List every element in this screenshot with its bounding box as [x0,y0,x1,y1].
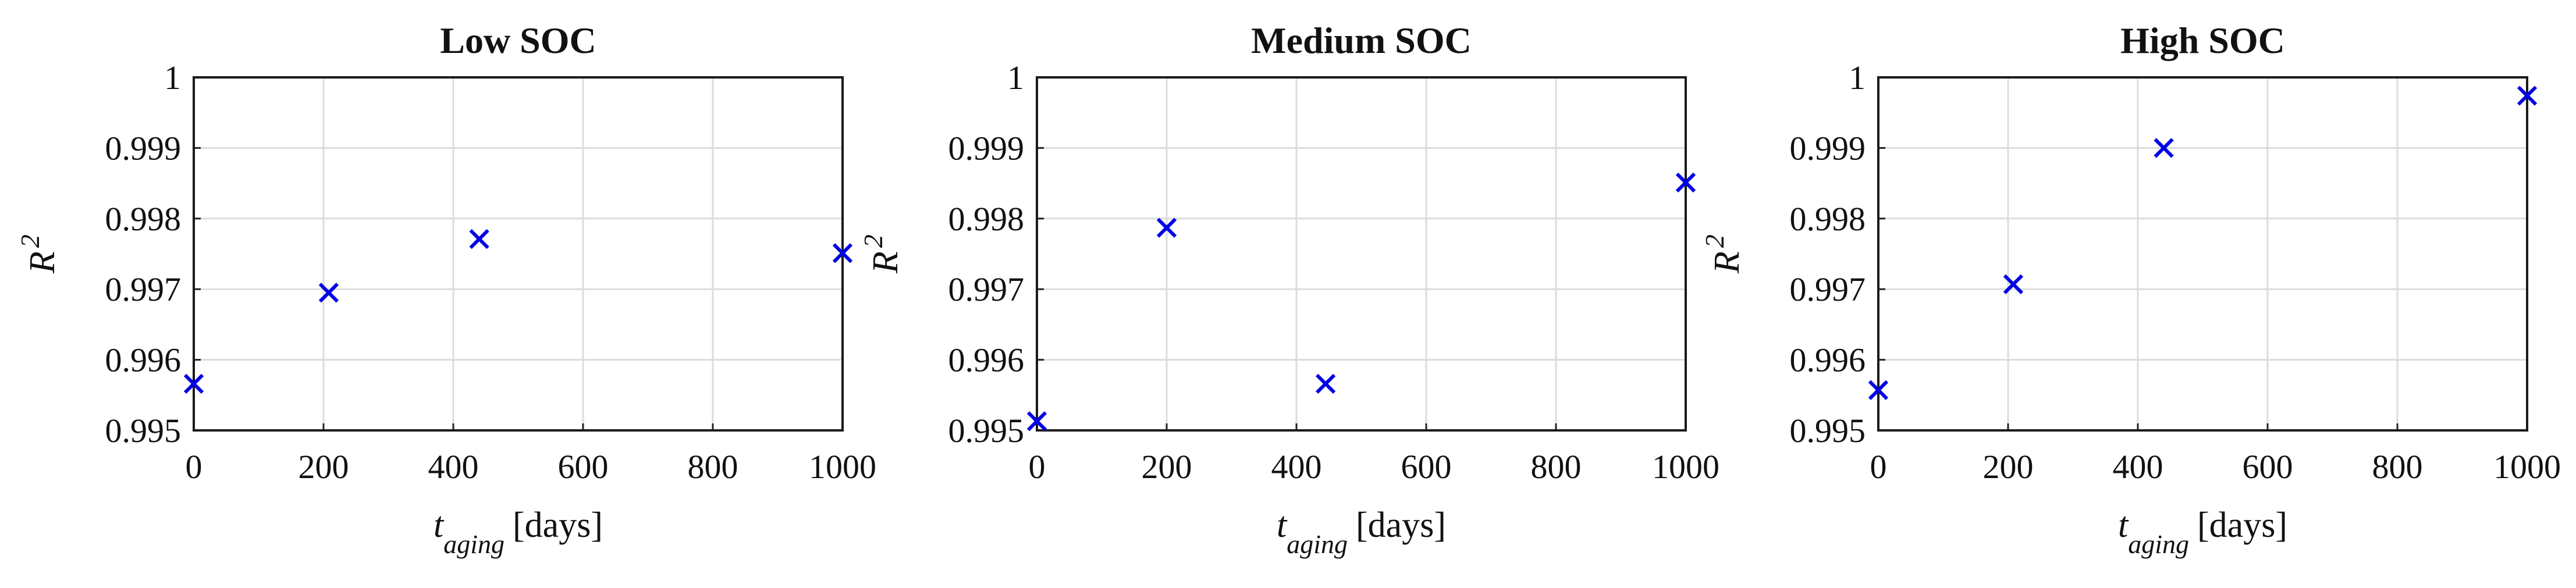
y-tick-label: 1 [164,59,181,97]
data-point [832,243,853,263]
chart-panel-2: 0 200 400 600 800 1000 0.995 0.996 0.997 0.998 0.9… [858,20,1719,559]
x-tick-label: 0 [1870,448,1887,486]
x-axis-label: taging [days] [434,505,603,559]
x-tick-label: 1000 [1652,448,1719,486]
x-axis-label: taging [days] [2118,505,2287,559]
data-point-stroke [2003,274,2024,294]
axes-box [1036,76,1687,432]
data-point-stroke [2517,85,2538,106]
y-tick-label: 0.997 [1790,270,1866,308]
x-tick-label: 400 [1271,448,1322,486]
data-point-stroke [1156,218,1177,238]
y-axis-superscript: 2 [1700,234,1729,248]
data-point [2517,85,2538,106]
x-axis-subscript: aging [2128,529,2189,559]
chart-panel-1: 0 200 400 600 800 1000 0.995 0.996 0.997 0.998 0.9… [15,20,876,559]
y-tick-label: 0.995 [1790,412,1866,450]
x-axis-subscript: aging [1287,529,1348,559]
y-axis-label: R2 [1700,234,1747,274]
y-tick-label: 0.997 [105,270,182,308]
x-axis-symbol: t [1277,505,1288,545]
y-tick-label: 0.998 [948,200,1025,238]
data-point-stroke [2154,138,2174,158]
data-point-stroke [1316,373,1336,394]
chart-panel-3: 0 200 400 600 800 1000 0.995 0.996 0.997 0.998 0.9… [1700,20,2561,559]
y-tick-label: 0.995 [948,412,1025,450]
y-tick-label: 0.996 [1790,341,1866,379]
data-point [183,373,204,394]
y-tick-label: 0.997 [948,270,1025,308]
data-point [1675,172,1696,193]
data-point [2154,138,2174,158]
x-tick-label: 800 [688,448,738,486]
x-axis-unit: [days] [2197,505,2287,545]
x-tick-label: 0 [186,448,202,486]
y-tick-label: 0.998 [105,200,182,238]
y-tick-label: 0.999 [948,129,1025,167]
data-point-stroke [1026,411,1047,432]
y-tick-label: 1 [1007,59,1024,97]
x-axis-subscript: aging [443,529,504,559]
data-point-stroke [183,373,204,394]
data-point-stroke [1868,380,1889,400]
data-point [1156,218,1177,238]
data-point [1868,380,1889,400]
x-tick-label: 0 [1029,448,1046,486]
data-point [469,229,489,250]
data-point-stroke [318,283,339,303]
x-tick-label: 400 [2113,448,2163,486]
x-tick-label: 600 [1401,448,1452,486]
y-axis-label: R2 [858,234,905,274]
y-tick-label: 0.995 [105,412,182,450]
x-tick-label: 800 [1531,448,1582,486]
plot-area [1037,77,1686,430]
x-tick-label: 200 [299,448,349,486]
x-axis-symbol: t [2118,505,2129,545]
x-axis-label: taging [days] [1277,505,1446,559]
x-tick-label: 1000 [809,448,876,486]
x-tick-label: 200 [1142,448,1192,486]
y-axis-symbol: R [1707,251,1747,274]
x-tick-label: 200 [1983,448,2034,486]
y-axis-symbol: R [23,251,62,274]
chart-title: Medium SOC [1251,20,1472,61]
data-point [1316,373,1336,394]
y-tick-label: 1 [1849,59,1866,97]
chart-title: Low SOC [440,20,596,61]
y-axis-superscript: 2 [858,234,888,248]
x-axis-unit: [days] [1356,505,1446,545]
data-point [318,283,339,303]
plot-area [1878,77,2527,430]
y-tick-label: 0.999 [105,129,182,167]
x-tick-label: 600 [2243,448,2293,486]
y-axis-superscript: 2 [15,234,45,248]
data-point [1026,411,1047,432]
chart-title: High SOC [2120,20,2285,61]
x-axis-unit: [days] [513,505,603,545]
y-tick-label: 0.998 [1790,200,1866,238]
data-point-stroke [1675,172,1696,193]
y-axis-symbol: R [866,251,905,274]
data-point-stroke [832,243,853,263]
x-axis-symbol: t [434,505,445,545]
x-tick-label: 800 [2372,448,2423,486]
x-tick-label: 600 [558,448,609,486]
axes-box [1877,76,2528,432]
data-point-stroke [469,229,489,250]
x-tick-label: 400 [428,448,479,486]
y-tick-label: 0.996 [105,341,182,379]
y-axis-label: R2 [15,234,62,274]
y-tick-label: 0.996 [948,341,1025,379]
plot-area [194,77,843,430]
data-point [2003,274,2024,294]
x-tick-label: 1000 [2493,448,2561,486]
y-tick-label: 0.999 [1790,129,1866,167]
